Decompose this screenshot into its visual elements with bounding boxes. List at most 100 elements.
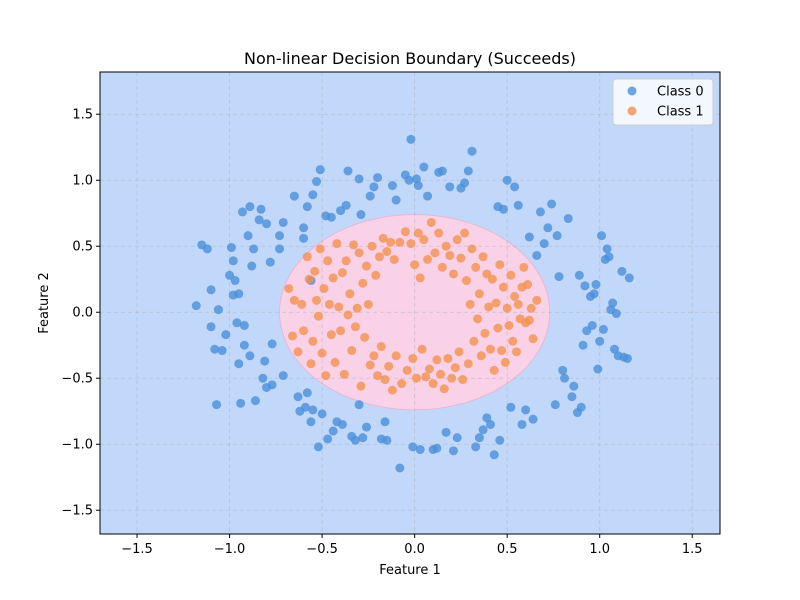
class-0-point [589, 289, 599, 299]
class-0-point [578, 340, 588, 350]
class-1-point [461, 276, 471, 286]
class-1-point [386, 237, 396, 247]
class-0-point [597, 231, 607, 241]
class-1-point [373, 371, 383, 381]
class-0-point [528, 414, 538, 424]
class-1-point [452, 235, 462, 245]
class-1-point [411, 373, 421, 383]
class-0-point [239, 320, 249, 330]
class-0-point [415, 445, 425, 455]
class-1-point [476, 351, 486, 361]
class-0-point [302, 388, 312, 398]
series-class-0 [191, 134, 634, 473]
class-1-point [302, 252, 312, 262]
class-0-point [406, 134, 416, 144]
class-0-point [243, 231, 253, 241]
chart-title: Non-linear Decision Boundary (Succeeds) [244, 49, 576, 68]
class-0-point [547, 199, 557, 209]
class-0-point [308, 405, 318, 415]
y-tick-label: 0.0 [72, 306, 93, 321]
class-0-point [249, 244, 259, 254]
y-tick-label: 1.5 [72, 108, 93, 123]
class-0-point [228, 256, 238, 266]
class-1-point [339, 369, 349, 379]
class-1-point [389, 254, 399, 264]
class-1-point [406, 239, 416, 249]
class-0-point [604, 252, 614, 262]
class-0-point [326, 212, 336, 222]
class-1-point [289, 295, 299, 305]
class-0-point [337, 419, 347, 429]
class-0-point [232, 318, 242, 328]
class-0-point [432, 443, 442, 453]
class-1-point [341, 256, 351, 266]
class-0-point [502, 175, 512, 185]
class-1-point [415, 273, 425, 283]
class-1-point [376, 342, 386, 352]
class-0-point [328, 426, 338, 436]
class-0-point [260, 356, 270, 366]
class-0-point [239, 340, 249, 350]
y-tick-label: −1.0 [61, 438, 93, 453]
class-0-point [254, 215, 264, 225]
class-0-point [602, 244, 612, 254]
class-1-point [293, 347, 303, 357]
class-1-point [510, 291, 520, 301]
class-1-point [326, 330, 336, 340]
class-1-point [436, 369, 446, 379]
series-class-1 [284, 217, 542, 395]
class-0-point [258, 373, 268, 383]
class-1-point [500, 357, 510, 367]
class-1-point [497, 346, 507, 356]
y-tick-label: 1.0 [72, 174, 93, 189]
class-0-point [358, 433, 368, 443]
class-1-point [354, 248, 364, 258]
class-1-point [319, 283, 329, 293]
y-axis-ticks: −1.5 −1.0 −0.5 0.0 0.5 1.0 1.5 [61, 108, 100, 519]
class-1-point [428, 379, 438, 389]
class-0-point [315, 165, 325, 175]
x-tick-label: 1.5 [682, 542, 703, 557]
class-0-point [622, 353, 632, 363]
class-1-point [323, 256, 333, 266]
class-0-point [419, 162, 429, 172]
class-0-point [234, 289, 244, 299]
class-1-point [363, 299, 373, 309]
class-0-point [608, 298, 618, 308]
class-1-point [312, 295, 322, 305]
class-0-point [532, 250, 542, 260]
class-0-point [365, 191, 375, 201]
class-1-point [362, 261, 372, 271]
class-0-point [350, 435, 360, 445]
class-0-point [206, 322, 216, 332]
class-0-point [395, 463, 405, 473]
class-1-point [400, 227, 410, 237]
class-0-point [482, 413, 492, 423]
class-0-point [369, 182, 379, 192]
y-axis-label: Feature 2 [37, 272, 52, 334]
class-1-point [430, 248, 440, 258]
class-1-point [395, 237, 405, 247]
legend-box [612, 78, 714, 126]
class-1-point [498, 282, 508, 292]
class-1-point [310, 266, 320, 276]
class-0-point [560, 373, 570, 383]
legend-label-class-0: Class 0 [657, 85, 704, 100]
class-0-point [543, 223, 553, 233]
class-1-point [448, 269, 458, 279]
class-1-point [445, 250, 455, 260]
class-1-point [447, 373, 457, 383]
class-0-point [550, 400, 560, 410]
class-0-point [567, 392, 577, 402]
class-1-point [478, 252, 488, 262]
class-0-point [513, 200, 523, 210]
class-1-point [308, 336, 318, 346]
class-0-point [341, 200, 351, 210]
class-0-point [587, 320, 597, 330]
class-0-point [202, 244, 212, 254]
class-0-point [278, 371, 288, 381]
class-0-point [423, 191, 433, 201]
x-tick-label: −0.5 [306, 542, 338, 557]
class-1-point [443, 353, 453, 363]
class-0-point [234, 359, 244, 369]
